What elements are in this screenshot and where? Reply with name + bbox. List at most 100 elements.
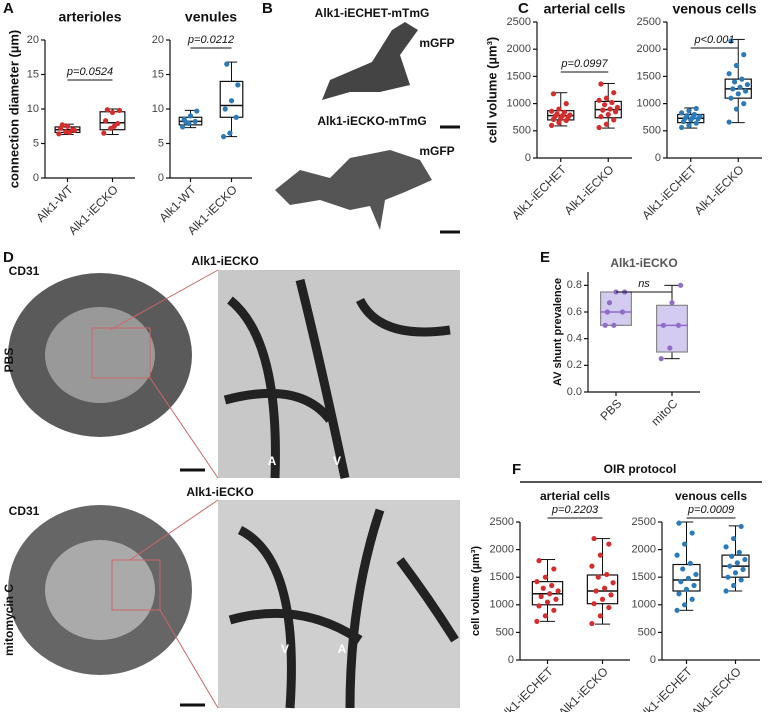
y-tick-label: 500 (513, 125, 531, 137)
y-axis-label: cell volume (µm³) (484, 37, 499, 143)
x-tick-label: Alk1-iECHET (509, 162, 569, 222)
data-point (536, 558, 542, 564)
data-point (658, 356, 664, 362)
condition-label: mitomycin C (2, 584, 16, 656)
p-value: p=0.0524 (66, 66, 113, 78)
data-point (604, 309, 610, 315)
data-point (536, 603, 542, 609)
chart-title: Alk1-iECKO (610, 256, 677, 270)
zoom-line (109, 269, 219, 331)
data-point (733, 62, 740, 69)
data-point (736, 549, 742, 555)
x-tick-label: mitoC (648, 396, 680, 428)
data-point (733, 106, 740, 112)
data-point (660, 322, 666, 328)
y-tick-label: 0 (655, 152, 661, 164)
y-tick-label: 0.6 (567, 306, 582, 318)
y-tick-label: 2500 (632, 516, 656, 528)
vessel (228, 508, 459, 709)
data-point (682, 541, 688, 547)
chart-title: arterial cells (544, 1, 626, 17)
y-tick-label: 0 (33, 172, 39, 184)
data-point (224, 61, 230, 67)
data-point (547, 591, 553, 597)
y-tick-label: 20 (27, 34, 39, 46)
data-point (612, 109, 619, 115)
p-value: p=0.2203 (551, 504, 599, 516)
data-point (567, 112, 573, 118)
data-point (606, 604, 612, 611)
y-tick-label: 10 (152, 103, 164, 115)
data-point (611, 322, 617, 328)
data-point (728, 38, 734, 44)
data-point (667, 345, 673, 351)
data-point (739, 76, 745, 82)
data-point (675, 322, 682, 328)
data-point (597, 552, 603, 558)
data-point (591, 535, 597, 542)
data-point (534, 579, 540, 585)
p-value: p<0.001 (693, 34, 734, 46)
data-point (689, 596, 695, 602)
data-point (729, 553, 735, 559)
x-tick-label: Alk1-iECHET (635, 664, 695, 712)
data-point (679, 124, 685, 131)
y-tick-label: 0 (158, 172, 164, 184)
data-point (737, 84, 743, 90)
zoom-box (91, 327, 151, 379)
panel-letter: F (512, 461, 521, 478)
data-point (674, 607, 680, 613)
data-point (59, 122, 65, 128)
y-tick-label: 500 (643, 125, 661, 137)
y-tick-label: 5 (33, 137, 39, 149)
data-point (669, 300, 675, 306)
y-axis-label: AV shunt prevalence (552, 278, 564, 386)
p-value: p=0.0009 (687, 504, 734, 516)
data-point (691, 582, 697, 589)
box (586, 574, 619, 605)
data-point (678, 579, 684, 585)
data-point (116, 107, 123, 113)
data-point (549, 122, 555, 128)
y-tick-label: 1000 (490, 599, 514, 611)
y-tick-label: 500 (496, 626, 514, 638)
data-point (728, 95, 734, 101)
p-value: ns (638, 278, 650, 290)
data-point (683, 586, 690, 592)
data-point (738, 577, 744, 583)
data-point (731, 582, 737, 589)
zoom-line (149, 377, 219, 479)
data-point (111, 123, 117, 129)
y-tick-label: 2500 (637, 16, 661, 28)
data-point (731, 79, 738, 85)
data-point (726, 71, 732, 77)
x-tick-label: Alk1-WT (33, 182, 76, 225)
data-point (235, 82, 241, 88)
y-tick-label: 0.0 (567, 386, 582, 398)
data-point (550, 91, 557, 97)
data-point (605, 111, 611, 118)
image-title: Alk1-iECHET-mTmG (315, 6, 430, 20)
data-point (723, 588, 729, 594)
y-tick-label: 500 (638, 626, 656, 638)
x-tick-label: Alk1-iECHET (639, 162, 699, 222)
data-point (554, 111, 560, 117)
data-point (180, 124, 186, 130)
panel-letter: A (3, 0, 14, 17)
data-point (192, 118, 198, 125)
data-point (689, 530, 695, 536)
vessel (223, 278, 451, 479)
y-tick-label: 0.4 (567, 333, 582, 345)
data-point (738, 523, 744, 530)
data-point (66, 129, 72, 136)
data-point (742, 88, 749, 94)
retina-image (45, 307, 155, 403)
data-point (731, 535, 737, 542)
data-point (678, 282, 684, 288)
data-point (602, 585, 608, 591)
y-tick-label: 2500 (507, 16, 531, 28)
x-tick-label: Alk1-iECKO (561, 162, 616, 217)
data-point (608, 592, 614, 598)
x-tick-label: Alk1-iECKO (556, 664, 611, 712)
data-point (674, 552, 680, 558)
